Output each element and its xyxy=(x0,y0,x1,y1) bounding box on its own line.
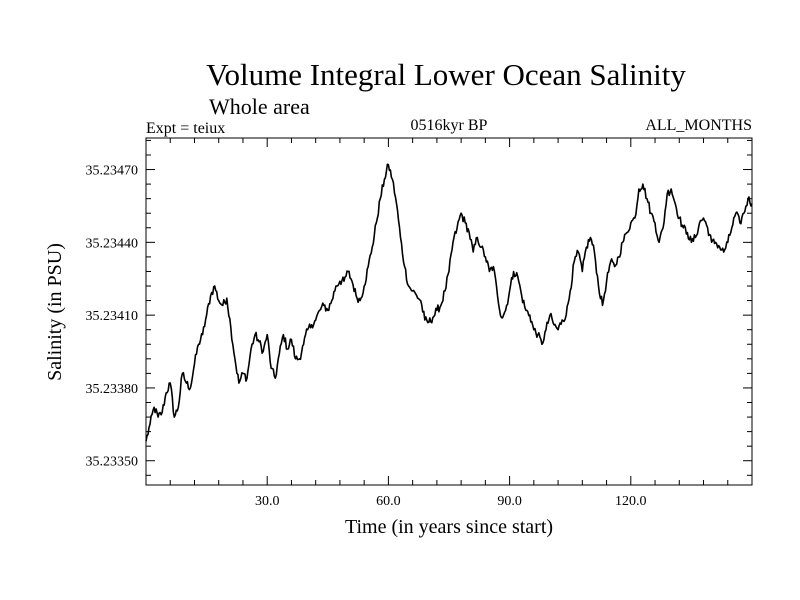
salinity-series-line xyxy=(145,163,753,442)
chart-title: Volume Integral Lower Ocean Salinity xyxy=(206,57,686,92)
x-axis-label: Time (in years since start) xyxy=(345,516,553,538)
tick-labels: 30.0 60.0 90.0 120.0 35.23350 35.23380 35.2341… xyxy=(86,164,647,509)
y-axis-label: Salinity (in PSU) xyxy=(44,243,66,381)
experiment-label: Expt = teiux xyxy=(146,120,225,137)
months-label: ALL_MONTHS xyxy=(645,117,752,134)
x-tick-label: 30.0 xyxy=(255,494,280,509)
axis-ticks xyxy=(146,138,752,485)
y-tick-label: 35.23410 xyxy=(86,309,139,324)
x-tick-label: 60.0 xyxy=(376,494,401,509)
y-tick-label: 35.23350 xyxy=(86,455,139,470)
plot-frame xyxy=(145,137,753,486)
y-tick-label: 35.23380 xyxy=(86,382,139,397)
x-tick-label: 120.0 xyxy=(615,494,647,509)
y-tick-label: 35.23440 xyxy=(86,236,139,251)
x-tick-label: 90.0 xyxy=(497,494,522,509)
y-tick-label: 35.23470 xyxy=(86,164,139,179)
chart-subtitle: Whole area xyxy=(209,94,310,119)
period-label: 0516kyr BP xyxy=(411,117,488,134)
